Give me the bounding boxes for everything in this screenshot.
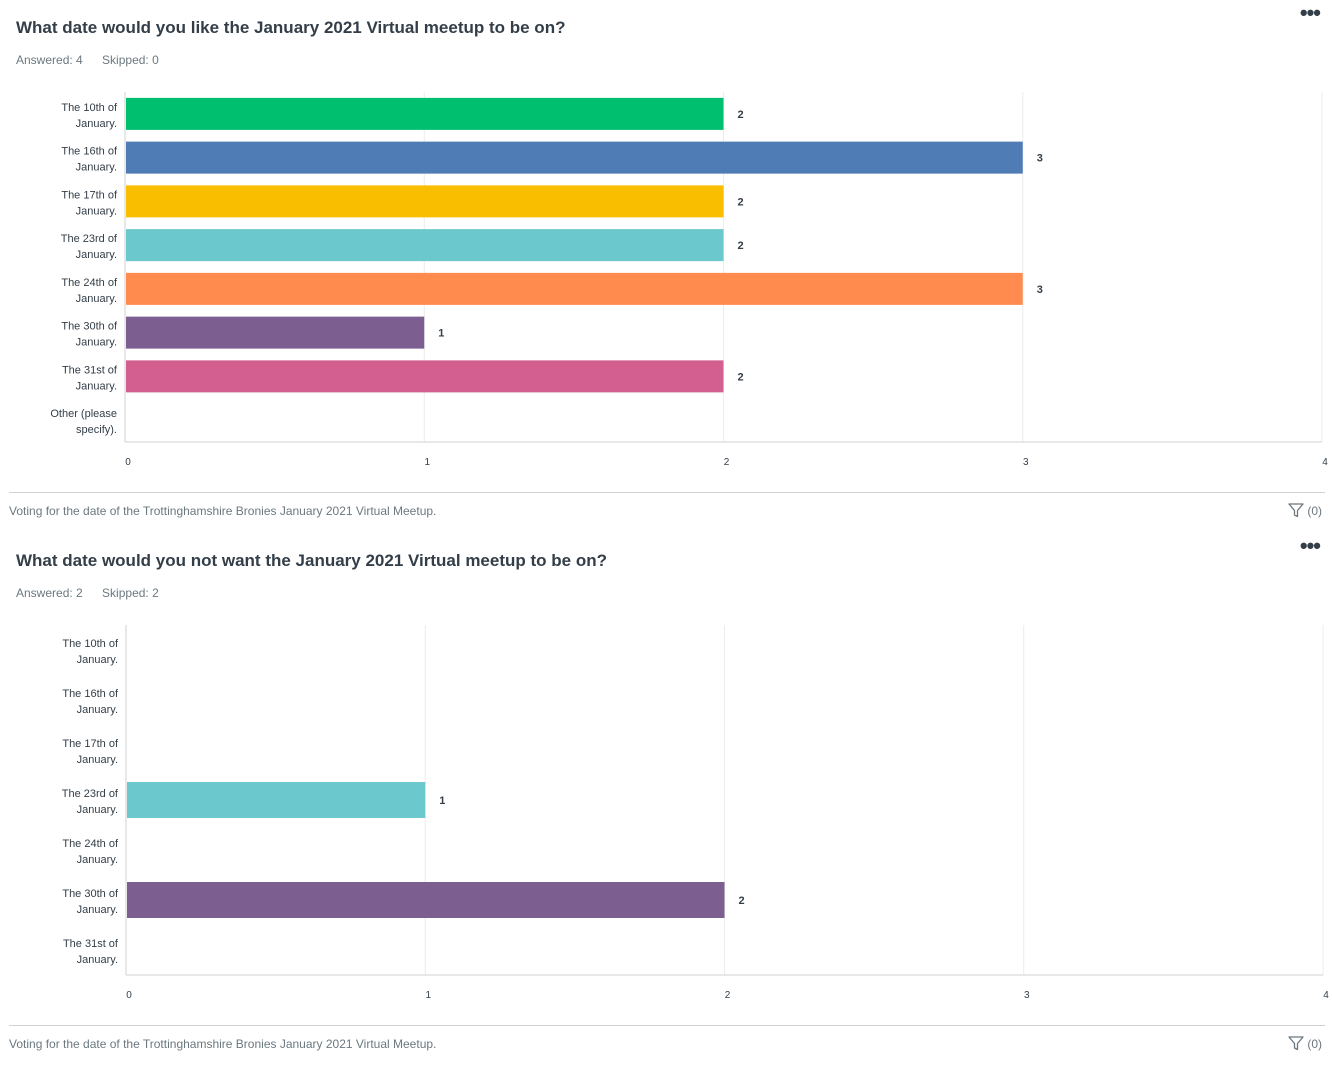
- category-label: The 16th of January.: [62, 688, 119, 716]
- data-label: 2: [738, 109, 744, 121]
- bar: [126, 97, 724, 130]
- question-title: What date would you not want the January…: [16, 551, 607, 570]
- x-tick-label: 4: [1322, 457, 1328, 468]
- chart-footnote: Voting for the date of the Trottinghamsh…: [9, 504, 437, 518]
- filter-button[interactable]: (0): [1288, 1036, 1322, 1051]
- filter-count: (0): [1307, 1036, 1322, 1051]
- category-label: The 23rd of January.: [62, 788, 119, 816]
- bar: [127, 782, 426, 818]
- question-panel-1: ••• What date would you like the January…: [9, 0, 1328, 518]
- data-label: 2: [738, 240, 744, 252]
- answered-count: Answered: 2: [16, 586, 83, 600]
- x-tick-label: 1: [425, 990, 431, 1001]
- bar: [126, 316, 425, 349]
- data-label: 2: [739, 895, 745, 907]
- more-options-icon[interactable]: •••: [1299, 533, 1321, 558]
- x-tick-label: 3: [1023, 457, 1029, 468]
- category-label: The 30th of January.: [62, 888, 119, 916]
- data-label: 1: [439, 795, 445, 807]
- x-tick-label: 1: [424, 457, 430, 468]
- skipped-count: Skipped: 2: [102, 586, 159, 600]
- bar: [126, 141, 1023, 174]
- category-label: The 24th of January.: [61, 277, 118, 305]
- x-tick-label: 0: [126, 990, 132, 1001]
- bar-chart: 0 1 2 3 4 The 10th of January. 2 The 16th of Janu…: [50, 92, 1328, 468]
- category-label: The 24th of January.: [62, 838, 119, 866]
- category-label: Other (please specify).: [50, 408, 117, 436]
- x-tick-label: 2: [725, 990, 731, 1001]
- category-label: The 17th of January.: [62, 738, 119, 766]
- data-label: 3: [1037, 153, 1043, 165]
- filter-count: (0): [1307, 503, 1322, 518]
- category-label: The 10th of January.: [61, 102, 118, 130]
- bar-chart: 0 1 2 3 4 The 10th of January. The 16th of Janua…: [62, 625, 1329, 1001]
- bar: [126, 185, 724, 218]
- category-label: The 31st of January.: [62, 364, 118, 392]
- question-panel-2: ••• What date would you not want the Jan…: [0, 533, 1332, 1065]
- bar: [126, 360, 724, 393]
- data-label: 3: [1037, 284, 1043, 296]
- filter-button[interactable]: (0): [1288, 503, 1322, 518]
- x-tick-label: 3: [1024, 990, 1030, 1001]
- data-label: 2: [738, 196, 744, 208]
- response-stats: Answered: 4 Skipped: 0: [16, 53, 175, 67]
- data-label: 2: [738, 371, 744, 383]
- x-tick-label: 4: [1323, 990, 1329, 1001]
- chart-footnote: Voting for the date of the Trottinghamsh…: [9, 1037, 437, 1051]
- category-label: The 10th of January.: [62, 638, 119, 666]
- bar: [126, 272, 1023, 305]
- divider: [9, 492, 1325, 493]
- bar: [126, 229, 724, 262]
- category-label: The 30th of January.: [61, 321, 118, 349]
- x-tick-label: 0: [125, 457, 131, 468]
- more-options-icon[interactable]: •••: [1299, 0, 1321, 25]
- skipped-count: Skipped: 0: [102, 53, 159, 67]
- response-stats: Answered: 2 Skipped: 2: [16, 586, 175, 600]
- x-tick-label: 2: [724, 457, 730, 468]
- bar: [127, 882, 725, 918]
- category-label: The 23rd of January.: [61, 233, 118, 261]
- category-label: The 16th of January.: [61, 146, 118, 174]
- question-title: What date would you like the January 202…: [16, 18, 566, 37]
- filter-icon: [1288, 1036, 1304, 1051]
- data-label: 1: [438, 328, 444, 340]
- answered-count: Answered: 4: [16, 53, 83, 67]
- filter-icon: [1288, 503, 1304, 518]
- category-label: The 31st of January.: [63, 938, 119, 966]
- category-label: The 17th of January.: [61, 189, 118, 217]
- divider: [9, 1025, 1325, 1026]
